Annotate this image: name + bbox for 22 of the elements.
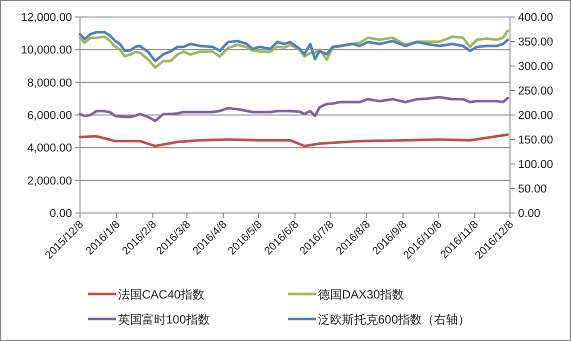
y2-tick-label: 200.00 — [518, 110, 554, 122]
y-tick-label: 10,000.00 — [20, 44, 72, 57]
y2-tick-label: 400.00 — [518, 12, 554, 24]
y-tick-label: 2,000.00 — [27, 175, 72, 188]
legend-label: 英国富时100指数 — [118, 312, 210, 326]
y2-tick-label: 150.00 — [518, 134, 554, 146]
line-series — [78, 30, 509, 62]
line-series — [78, 133, 509, 148]
y2-tick-label: 350.00 — [518, 36, 554, 48]
y-tick-label: 0.00 — [50, 208, 72, 220]
y-tick-label: 6,000.00 — [27, 110, 72, 122]
legend-label: 德国DAX30指数 — [318, 288, 404, 302]
legend-label: 法国CAC40指数 — [118, 288, 205, 302]
y2-tick-label: 300.00 — [518, 61, 554, 73]
y2-tick-label: 50.00 — [518, 184, 547, 196]
y2-tick-label: 250.00 — [518, 86, 554, 98]
y2-tick-label: 100.00 — [518, 159, 554, 171]
y-tick-label: 8,000.00 — [27, 77, 72, 90]
y-tick-label: 4,000.00 — [27, 142, 72, 155]
y2-tick-label: 0.00 — [518, 208, 540, 220]
y-tick-label: 12,000.00 — [20, 12, 72, 24]
legend-label: 泛欧斯托克600指数（右轴） — [318, 312, 470, 326]
